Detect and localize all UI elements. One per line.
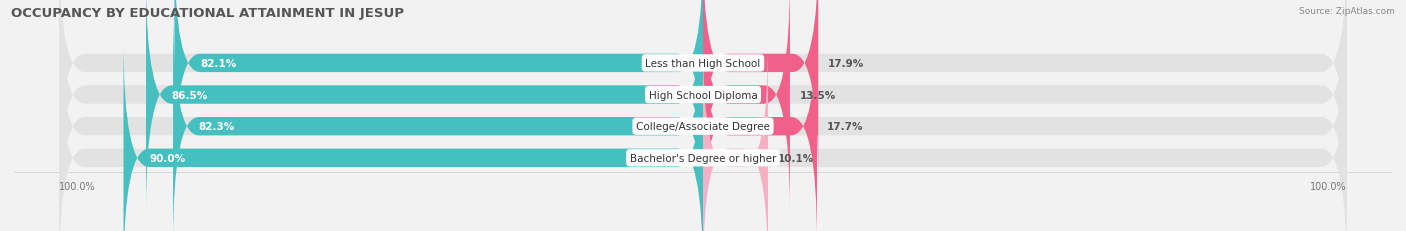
Text: 90.0%: 90.0% <box>149 153 186 163</box>
FancyBboxPatch shape <box>703 10 1347 231</box>
Text: 17.9%: 17.9% <box>828 59 865 69</box>
Text: 82.1%: 82.1% <box>200 59 236 69</box>
Text: 86.5%: 86.5% <box>172 90 208 100</box>
Text: 100.0%: 100.0% <box>59 181 96 191</box>
FancyBboxPatch shape <box>59 0 703 212</box>
Text: Less than High School: Less than High School <box>645 59 761 69</box>
FancyBboxPatch shape <box>59 41 703 231</box>
FancyBboxPatch shape <box>703 0 790 212</box>
Text: 10.1%: 10.1% <box>778 153 814 163</box>
Text: College/Associate Degree: College/Associate Degree <box>636 122 770 132</box>
FancyBboxPatch shape <box>59 10 703 231</box>
Text: Source: ZipAtlas.com: Source: ZipAtlas.com <box>1299 7 1395 16</box>
Text: 82.3%: 82.3% <box>198 122 235 132</box>
FancyBboxPatch shape <box>59 0 703 180</box>
Text: 17.7%: 17.7% <box>827 122 863 132</box>
FancyBboxPatch shape <box>146 0 703 212</box>
Text: Bachelor's Degree or higher: Bachelor's Degree or higher <box>630 153 776 163</box>
FancyBboxPatch shape <box>174 0 703 180</box>
Legend: Owner-occupied, Renter-occupied: Owner-occupied, Renter-occupied <box>593 229 813 231</box>
Text: High School Diploma: High School Diploma <box>648 90 758 100</box>
Text: 100.0%: 100.0% <box>1310 181 1347 191</box>
FancyBboxPatch shape <box>703 0 818 180</box>
FancyBboxPatch shape <box>703 0 1347 180</box>
FancyBboxPatch shape <box>124 41 703 231</box>
FancyBboxPatch shape <box>703 41 1347 231</box>
FancyBboxPatch shape <box>173 10 703 231</box>
FancyBboxPatch shape <box>703 41 768 231</box>
FancyBboxPatch shape <box>703 0 1347 212</box>
Text: 13.5%: 13.5% <box>800 90 835 100</box>
FancyBboxPatch shape <box>703 10 817 231</box>
Text: OCCUPANCY BY EDUCATIONAL ATTAINMENT IN JESUP: OCCUPANCY BY EDUCATIONAL ATTAINMENT IN J… <box>11 7 405 20</box>
